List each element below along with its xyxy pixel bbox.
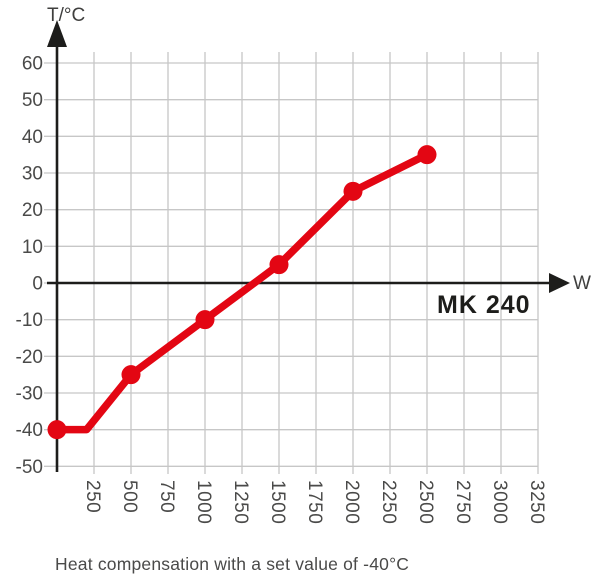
data-point-marker [417, 145, 437, 165]
y-tick-label: -50 [16, 457, 43, 478]
x-tick-label: 750 [156, 480, 177, 513]
x-tick-label: 250 [82, 480, 103, 513]
y-tick-label: -20 [16, 347, 43, 368]
x-tick-label: 1250 [230, 480, 251, 524]
x-tick-label: 2750 [452, 480, 473, 524]
y-axis-title: T/°C [47, 5, 86, 26]
data-point-marker [269, 255, 289, 275]
y-tick-label: 50 [22, 90, 43, 111]
x-tick-label: 1750 [304, 480, 325, 524]
x-tick-label: 3250 [526, 480, 547, 524]
y-tick-label: -30 [16, 384, 43, 405]
y-axis-arrow-icon [47, 20, 67, 47]
x-tick-label: 2500 [415, 480, 436, 524]
x-tick-label: 1500 [267, 480, 288, 524]
y-tick-label: 40 [22, 127, 43, 148]
model-name-label: MK 240 [437, 291, 531, 319]
x-tick-label: 1000 [193, 480, 214, 524]
chart-caption: Heat compensation with a set value of -4… [55, 554, 410, 574]
y-tick-label: 20 [22, 200, 43, 221]
data-point-marker [343, 181, 363, 201]
data-point-marker [195, 310, 215, 330]
y-tick-label: -40 [16, 420, 43, 441]
data-point-marker [121, 365, 141, 385]
y-tick-label: 0 [32, 274, 43, 295]
x-tick-label: 3000 [489, 480, 510, 524]
data-point-marker [47, 420, 67, 440]
x-axis-arrow-icon [549, 273, 570, 293]
x-tick-label: 500 [119, 480, 140, 513]
x-axis-unit-label: W [573, 273, 591, 294]
y-tick-label: 10 [22, 237, 43, 258]
x-tick-label: 2250 [378, 480, 399, 524]
y-tick-label: 60 [22, 54, 43, 75]
y-tick-label: -10 [16, 310, 43, 331]
y-tick-label: 30 [22, 164, 43, 185]
x-tick-label: 2000 [341, 480, 362, 524]
